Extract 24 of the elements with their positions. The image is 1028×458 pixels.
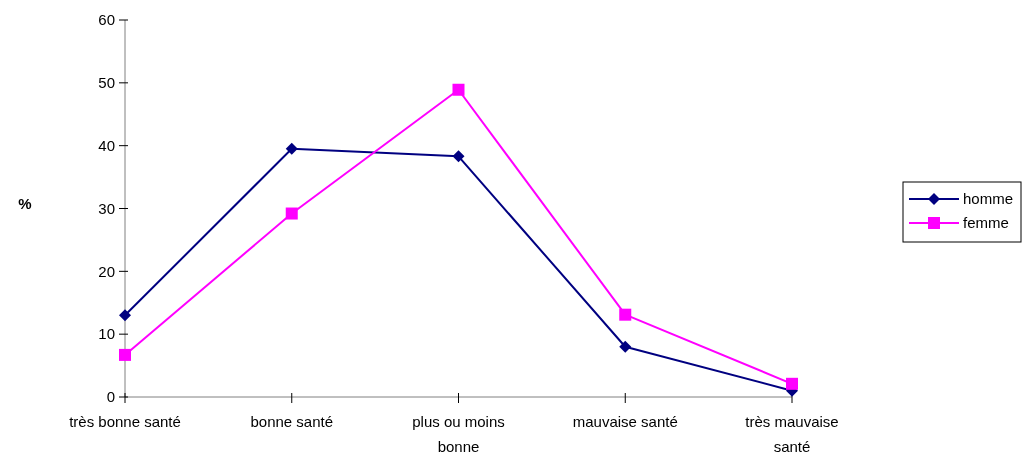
y-tick-label: 40 xyxy=(98,136,115,154)
y-tick-label: 10 xyxy=(98,325,115,343)
point xyxy=(452,150,465,163)
point xyxy=(452,83,465,96)
point xyxy=(786,377,798,390)
point xyxy=(285,142,298,155)
point xyxy=(619,308,632,321)
x-tick-label: plus ou moins bonne xyxy=(412,413,505,455)
legend-label: femme xyxy=(963,214,1009,232)
point xyxy=(285,207,298,220)
y-tick-label: 20 xyxy=(98,262,115,280)
legend-label: homme xyxy=(963,190,1014,208)
y-tick-label: 0 xyxy=(106,388,115,406)
y-tick-label: 60 xyxy=(98,11,115,29)
y-axis-title: % xyxy=(18,194,32,212)
point xyxy=(119,348,131,361)
x-tick-label: mauvaise santé xyxy=(572,413,678,430)
x-tick-label: bonne santé xyxy=(250,413,334,430)
x-tick-label: très mauvaise santé xyxy=(745,413,839,455)
point xyxy=(619,340,632,353)
y-tick-label: 30 xyxy=(98,199,115,217)
x-tick-label: très bonne santé xyxy=(69,413,181,430)
point xyxy=(119,309,131,322)
y-tick-label: 50 xyxy=(98,74,115,92)
